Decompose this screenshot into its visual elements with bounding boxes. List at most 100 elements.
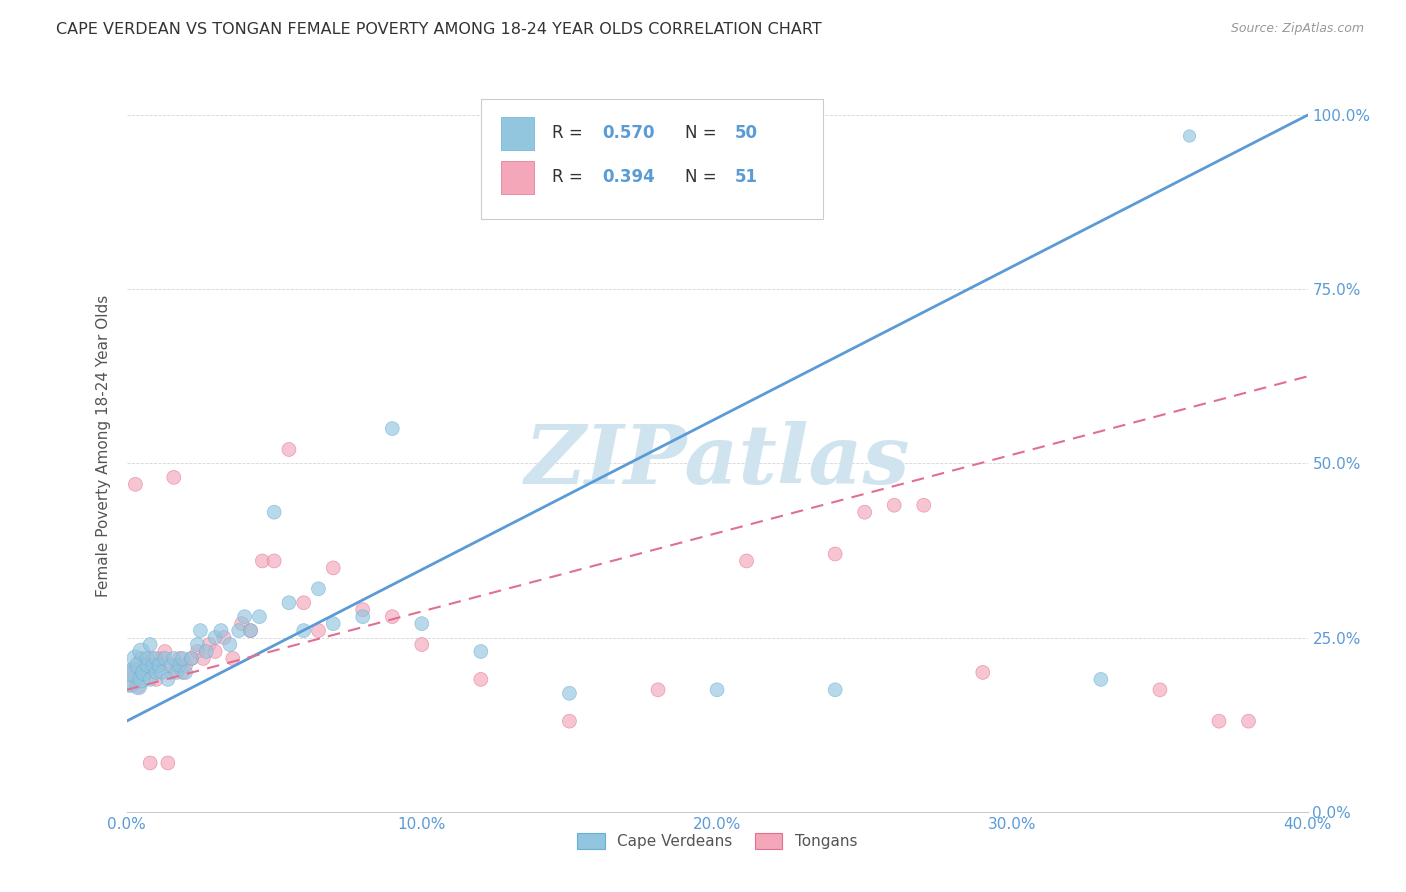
Point xyxy=(352,603,374,617)
Point xyxy=(118,673,141,687)
Point xyxy=(706,682,728,697)
Text: CAPE VERDEAN VS TONGAN FEMALE POVERTY AMONG 18-24 YEAR OLDS CORRELATION CHART: CAPE VERDEAN VS TONGAN FEMALE POVERTY AM… xyxy=(56,22,823,37)
Point xyxy=(381,609,404,624)
Point xyxy=(145,651,167,665)
Point xyxy=(1090,673,1112,687)
Point xyxy=(124,651,146,665)
Text: Source: ZipAtlas.com: Source: ZipAtlas.com xyxy=(1230,22,1364,36)
Point xyxy=(1208,714,1230,728)
Point xyxy=(127,679,149,693)
Text: 50: 50 xyxy=(735,124,758,142)
FancyBboxPatch shape xyxy=(501,117,534,150)
Point xyxy=(153,651,176,665)
Text: ZIPatlas: ZIPatlas xyxy=(524,421,910,500)
Point xyxy=(134,665,156,680)
Point xyxy=(292,624,315,638)
Point xyxy=(1237,714,1260,728)
Point xyxy=(824,547,846,561)
Point xyxy=(222,651,245,665)
Point xyxy=(239,624,262,638)
Point xyxy=(263,505,285,519)
Point xyxy=(411,616,433,631)
Point xyxy=(735,554,758,568)
Point xyxy=(322,561,344,575)
Point xyxy=(352,609,374,624)
Point xyxy=(172,651,194,665)
Point xyxy=(150,665,173,680)
Point xyxy=(139,638,162,652)
Point xyxy=(470,644,492,658)
Point xyxy=(169,651,191,665)
Point xyxy=(193,651,215,665)
Point xyxy=(118,673,141,687)
Point xyxy=(204,644,226,658)
Point xyxy=(186,644,208,658)
Point xyxy=(292,596,315,610)
Point xyxy=(912,498,935,512)
Point xyxy=(198,638,221,652)
Point xyxy=(470,673,492,687)
Point xyxy=(129,651,153,665)
Point xyxy=(278,596,301,610)
Point xyxy=(174,658,197,673)
Point xyxy=(169,658,191,673)
Point xyxy=(252,554,274,568)
Point xyxy=(1178,128,1201,143)
Point xyxy=(308,624,330,638)
Text: N =: N = xyxy=(685,124,723,142)
Point xyxy=(411,638,433,652)
Text: N =: N = xyxy=(685,168,723,186)
Point xyxy=(212,631,235,645)
Point xyxy=(231,616,253,631)
Point xyxy=(172,665,194,680)
Point xyxy=(148,658,170,673)
Point xyxy=(129,665,153,680)
Point xyxy=(195,644,218,658)
Point xyxy=(134,658,156,673)
Point xyxy=(824,682,846,697)
Point xyxy=(150,651,173,665)
Point xyxy=(136,665,159,680)
Point xyxy=(883,498,905,512)
Point xyxy=(204,631,226,645)
Point xyxy=(972,665,994,680)
Text: R =: R = xyxy=(551,124,588,142)
Text: 0.570: 0.570 xyxy=(603,124,655,142)
Point xyxy=(263,554,285,568)
Point xyxy=(156,756,179,770)
Text: 0.394: 0.394 xyxy=(603,168,655,186)
Point xyxy=(129,673,153,687)
Point xyxy=(156,673,179,687)
Point xyxy=(228,624,250,638)
Point xyxy=(163,651,186,665)
Point xyxy=(166,665,188,680)
Point xyxy=(129,644,153,658)
Point xyxy=(1149,682,1171,697)
Legend: Cape Verdeans, Tongans: Cape Verdeans, Tongans xyxy=(571,827,863,855)
Point xyxy=(139,673,162,687)
Point xyxy=(145,665,167,680)
Point xyxy=(233,609,256,624)
Point xyxy=(139,756,162,770)
Point xyxy=(127,679,149,693)
Point xyxy=(145,673,167,687)
Point xyxy=(558,686,581,700)
Point xyxy=(558,714,581,728)
Point xyxy=(142,658,165,673)
Point xyxy=(160,658,183,673)
Point xyxy=(278,442,301,457)
Point xyxy=(174,665,197,680)
Text: R =: R = xyxy=(551,168,588,186)
Point xyxy=(239,624,262,638)
Point xyxy=(142,651,165,665)
Point xyxy=(249,609,271,624)
Point xyxy=(163,470,186,484)
Point xyxy=(127,658,149,673)
Point xyxy=(153,644,176,658)
Point xyxy=(180,651,202,665)
Point xyxy=(166,658,188,673)
Point xyxy=(188,624,212,638)
Point xyxy=(381,421,404,435)
Point xyxy=(121,665,143,680)
Point xyxy=(160,665,183,680)
